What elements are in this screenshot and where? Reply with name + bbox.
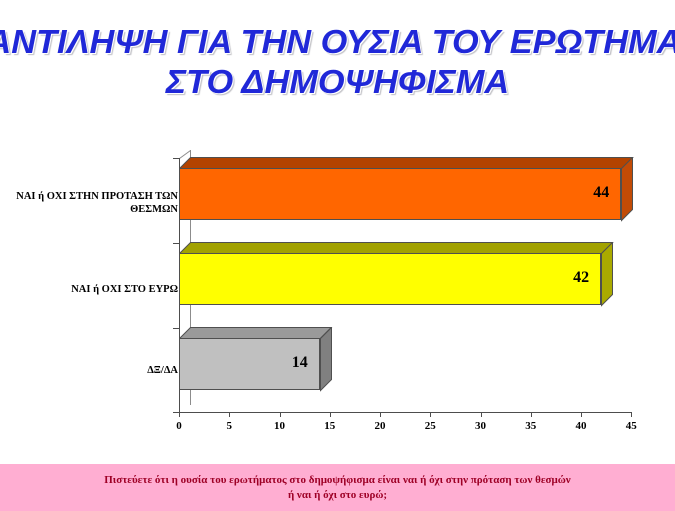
caption-text: Πιστεύετε ότι η ουσία του ερωτήματος στο… — [18, 473, 658, 503]
x-tick-40 — [581, 412, 582, 417]
bar-2-front-face — [179, 338, 320, 390]
x-tick-45 — [631, 412, 633, 417]
caption-line-1: Πιστεύετε ότι η ουσία του ερωτήματος στο… — [104, 473, 571, 486]
x-tick-label-35: 35 — [525, 420, 537, 432]
bar-1-side-face — [601, 242, 614, 307]
x-tick-label-5: 5 — [226, 420, 233, 432]
caption-line-2: ή ναι ή όχι στο ευρώ; — [287, 488, 388, 501]
x-tick-label-15: 15 — [324, 420, 336, 432]
y-tick-3 — [173, 412, 180, 413]
page-title: ΑΝΤΙΛΗΨΗ ΓΙΑ ΤΗΝ ΟΥΣΙΑ ΤΟΥ ΕΡΩΤΗΜΑΤΟΣ ΣΤ… — [0, 22, 675, 102]
x-tick-label-10: 10 — [274, 420, 285, 432]
x-tick-5 — [229, 412, 231, 417]
x-tick-0 — [179, 412, 180, 417]
bar-2-value-label: 14 — [291, 354, 308, 371]
category-label-1: ΝΑΙ ή ΟΧΙ ΣΤΟ ΕΥΡΩ — [0, 283, 178, 296]
x-tick-10 — [279, 412, 281, 417]
bar-2-top-face — [179, 327, 333, 339]
bar-0-top-face — [179, 157, 634, 169]
x-tick-label-45: 45 — [625, 420, 637, 432]
y-tick-1 — [173, 243, 180, 244]
bar-1-value-label: 42 — [573, 269, 590, 286]
x-tick-label-0: 0 — [176, 420, 182, 432]
bar-0-value-label: 44 — [593, 184, 610, 201]
caption-banner: Πιστεύετε ότι η ουσία του ερωτήματος στο… — [0, 464, 675, 511]
title-line-2: ΣΤΟ ΔΗΜΟΨΗΦΙΣΜΑ — [165, 63, 510, 100]
y-tick-2 — [173, 328, 180, 329]
bar-2-side-face — [319, 327, 333, 392]
bar-1-top-face — [179, 242, 614, 254]
x-tick-30 — [480, 412, 482, 417]
category-label-0-text: ΝΑΙ ή ΟΧΙ ΣΤΗΝ ΠΡΟΤΑΣΗ ΤΩΝ ΘΕΣΜΩΝ — [16, 191, 178, 215]
category-label-1-text: ΝΑΙ ή ΟΧΙ ΣΤΟ ΕΥΡΩ — [71, 284, 178, 295]
title-line-1: ΑΝΤΙΛΗΨΗ ΓΙΑ ΤΗΝ ΟΥΣΙΑ ΤΟΥ ΕΡΩΤΗΜΑΤΟΣ — [0, 23, 675, 60]
x-tick-label-20: 20 — [374, 420, 386, 432]
x-tick-label-25: 25 — [424, 420, 436, 432]
x-axis-line — [179, 412, 631, 413]
y-axis-cap — [179, 150, 191, 159]
bar-chart: ΝΑΙ ή ΟΧΙ ΣΤΗΝ ΠΡΟΤΑΣΗ ΤΩΝ ΘΕΣΜΩΝ ΝΑΙ ή … — [0, 150, 675, 450]
y-tick-0 — [173, 158, 180, 159]
bar-0-front-face — [179, 168, 622, 220]
category-label-0: ΝΑΙ ή ΟΧΙ ΣΤΗΝ ΠΡΟΤΑΣΗ ΤΩΝ ΘΕΣΜΩΝ — [0, 190, 178, 216]
x-tick-15 — [329, 412, 331, 417]
category-label-2: ΔΞ/ΔΑ — [0, 364, 178, 377]
x-tick-35 — [530, 412, 532, 417]
x-tick-label-30: 30 — [475, 420, 486, 432]
bar-0-side-face — [621, 157, 634, 222]
x-tick-20 — [380, 412, 381, 417]
x-tick-25 — [430, 412, 432, 417]
bar-1-front-face — [179, 253, 602, 305]
category-label-2-text: ΔΞ/ΔΑ — [147, 365, 178, 376]
x-tick-label-40: 40 — [575, 420, 587, 432]
